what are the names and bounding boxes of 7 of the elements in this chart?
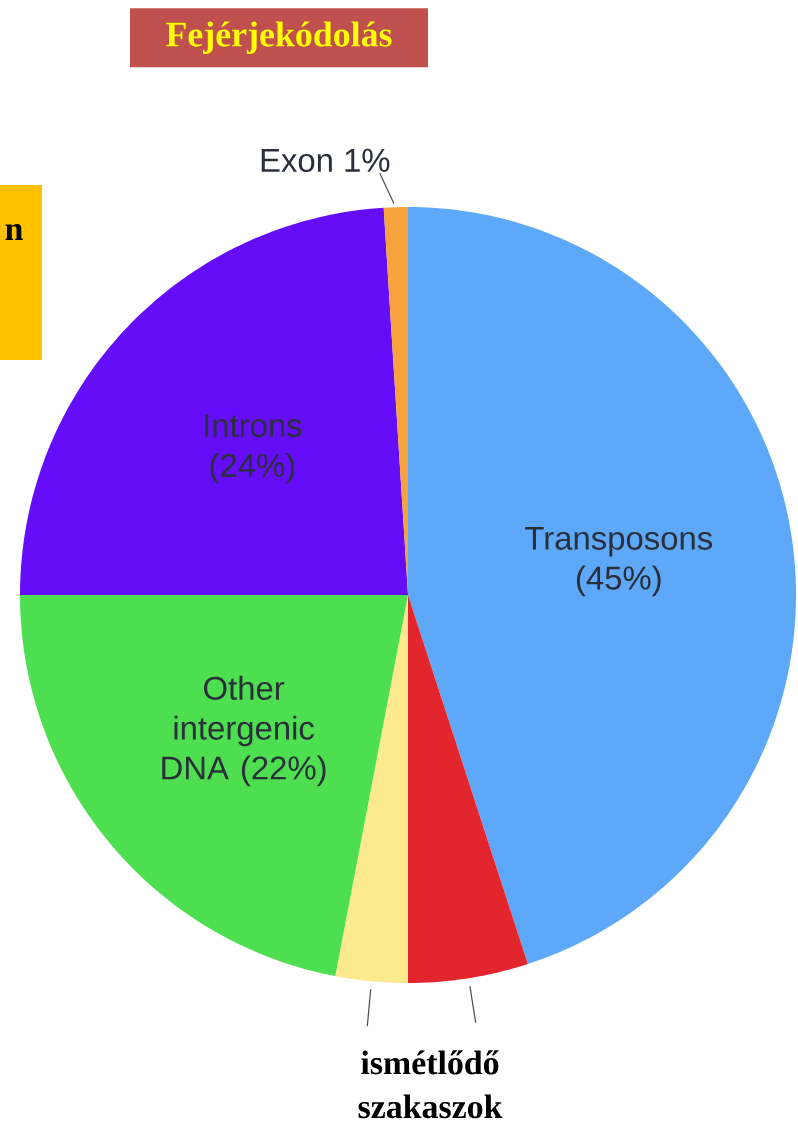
slice-label: Introns (24%) [205, 414, 302, 484]
slice-label: Other intergenic DNA (22%) [162, 675, 326, 787]
slice-label: Exon 1% [261, 148, 390, 172]
text: ismétlődő szakaszok [358, 1050, 503, 1119]
text: n [5, 223, 23, 240]
text: Fejérjekódolás [166, 21, 392, 54]
slice-label: Transposons (45%) [525, 526, 713, 597]
